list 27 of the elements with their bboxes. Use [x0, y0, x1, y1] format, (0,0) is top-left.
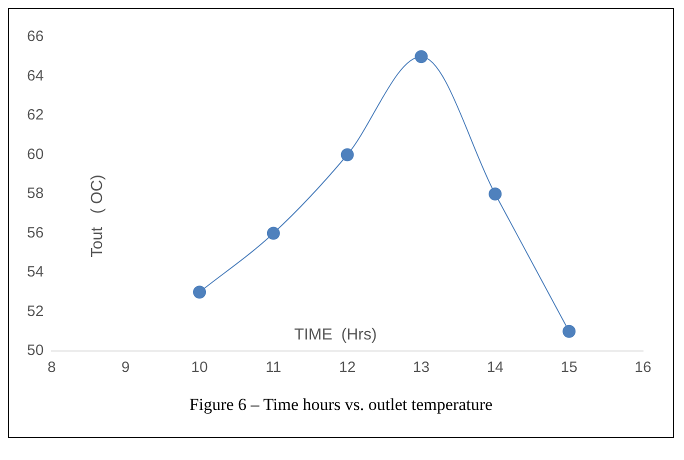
x-axis-title: TIME (Hrs)	[294, 326, 377, 344]
y-tick-label: 52	[26, 302, 44, 320]
y-tick-label: 56	[26, 224, 44, 242]
point	[340, 148, 354, 162]
x-tick-label: 8	[48, 359, 56, 376]
x-tick-label: 9	[121, 359, 130, 376]
x-tick-label: 16	[634, 359, 652, 376]
x-tick-label: 10	[191, 359, 208, 376]
y-tick-label: 60	[26, 146, 44, 163]
point	[488, 188, 502, 200]
x-tick-label: 12	[339, 359, 356, 376]
y-tick-label: 62	[26, 106, 44, 124]
y-tick-label: 66	[26, 28, 44, 46]
y-tick-label: 54	[26, 264, 44, 281]
point	[266, 226, 280, 240]
y-axis-title: Tout ( OC)	[89, 174, 106, 258]
x-tick-label: 14	[486, 359, 504, 376]
point	[562, 324, 576, 338]
x-tick-label: 13	[412, 359, 430, 376]
point	[414, 50, 428, 64]
x-tick-label: 15	[560, 359, 578, 376]
point	[193, 286, 206, 299]
caption: Figure 6 – Time hours vs. outlet temperature	[188, 394, 494, 416]
x-tick-label: 11	[266, 359, 282, 376]
y-tick-label: 50	[26, 342, 44, 360]
y-tick-label: 58	[26, 185, 44, 202]
y-tick-label: 64	[26, 67, 44, 84]
